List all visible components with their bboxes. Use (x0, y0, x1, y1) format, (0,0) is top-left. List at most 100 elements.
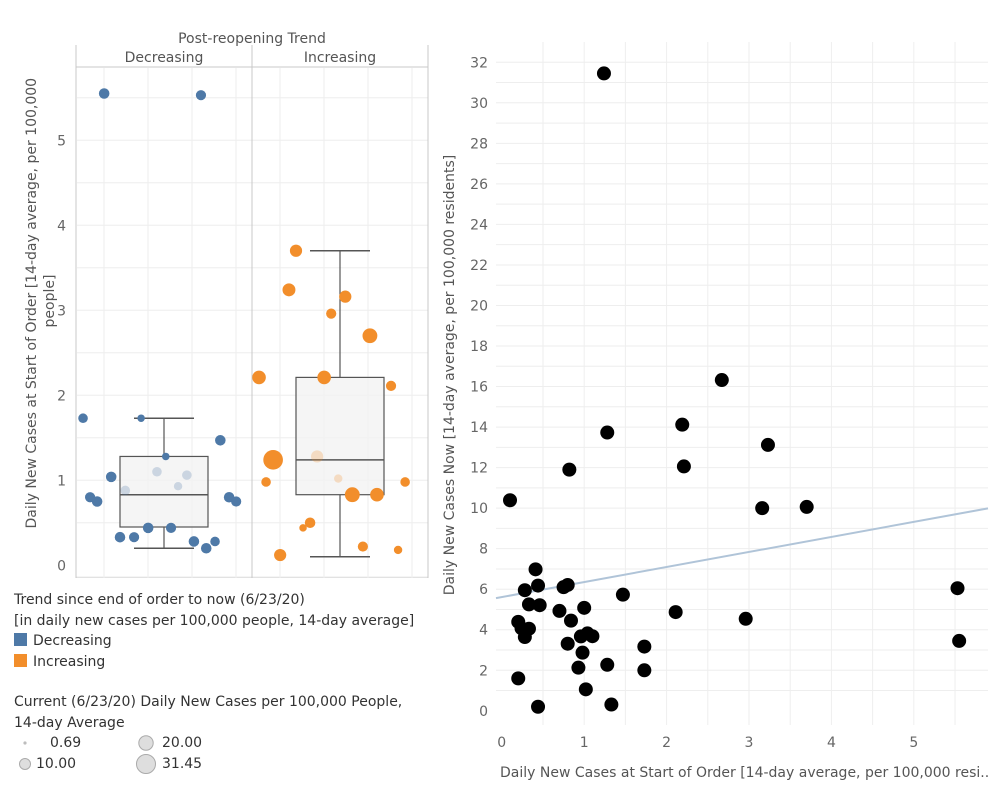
scatter-point (755, 501, 770, 516)
data-point-increasing (344, 487, 360, 503)
scatter-point (503, 493, 518, 508)
right-grid (496, 42, 988, 725)
scatter-point (799, 499, 814, 514)
scatter-point (637, 639, 652, 654)
left-y-label-line1: Daily New Cases at Start of Order [14-da… (24, 78, 40, 529)
data-point-increasing (393, 545, 403, 555)
legend-item-increasing[interactable]: Increasing (14, 654, 105, 670)
scatter-point (552, 603, 567, 618)
increasing-swatch (14, 654, 27, 667)
right-y-tick-label: 12 (470, 461, 488, 477)
size-legend-label-10: 10.00 (36, 756, 77, 772)
right-y-tick-label: 4 (479, 623, 488, 639)
scatter-point (563, 613, 578, 628)
data-point-decreasing (182, 470, 192, 480)
right-y-tick-label: 30 (470, 96, 488, 112)
size-legend-circle-31 (136, 754, 156, 774)
scatter-point (600, 425, 615, 440)
right-y-tick-label: 28 (470, 136, 488, 152)
scatter-point (577, 600, 592, 615)
scatter-point (952, 633, 967, 648)
panel-label-increasing: Increasing (304, 50, 376, 66)
data-point-increasing (304, 517, 316, 529)
right-y-tick-label: 32 (470, 55, 488, 71)
data-point-increasing (357, 541, 368, 552)
size-legend-title-line1: Current (6/23/20) Daily New Cases per 10… (14, 694, 403, 710)
size-legend-label-20: 20.00 (162, 735, 203, 751)
right-y-tick-label: 26 (470, 177, 488, 193)
scatter-point (600, 657, 615, 672)
right-y-tick-label: 14 (470, 420, 488, 436)
right-y-tick-label: 22 (470, 258, 488, 274)
data-point-decreasing (195, 90, 207, 101)
data-point-increasing (334, 474, 343, 483)
left-y-tick-label: 3 (57, 303, 66, 319)
right-y-tick-label: 20 (470, 298, 488, 314)
data-point-increasing (385, 380, 397, 391)
data-point-decreasing (114, 531, 126, 543)
data-point-decreasing (188, 536, 200, 547)
left-y-tick-label: 5 (57, 133, 66, 149)
scatter-point (531, 578, 546, 593)
scatter-point (575, 645, 590, 660)
right-y-axis-label: Daily New Cases Now [14-day average, per… (442, 155, 458, 595)
size-legend-circle-small (23, 741, 27, 745)
data-point-decreasing (78, 413, 88, 423)
right-y-tick-label: 0 (479, 704, 488, 720)
data-point-increasing (311, 450, 324, 463)
data-point-increasing (362, 328, 378, 344)
data-point-decreasing (173, 482, 183, 491)
scatter-point (573, 629, 588, 644)
data-point-decreasing (210, 536, 220, 547)
data-point-decreasing (200, 542, 212, 554)
legend-item-decreasing[interactable]: Decreasing (14, 633, 112, 649)
size-legend-title: Current (6/23/20) Daily New Cases per 10… (14, 692, 402, 734)
scatter-point (637, 663, 652, 678)
scatter-point (738, 611, 753, 626)
scatter-point (950, 581, 965, 596)
data-point-decreasing (105, 471, 117, 483)
scatter-point (675, 417, 690, 432)
left-y-tick-label: 4 (57, 218, 66, 234)
scatter-point (511, 671, 526, 686)
color-legend-title: Trend since end of order to now (6/23/20… (14, 590, 414, 632)
scatter-point (585, 629, 600, 644)
data-point-increasing (289, 244, 303, 257)
data-point-increasing (282, 283, 296, 297)
scatter-point (615, 587, 630, 602)
data-point-decreasing (162, 452, 170, 461)
right-x-tick-label: 4 (827, 735, 836, 751)
right-y-tick-label: 6 (479, 582, 488, 598)
data-point-increasing (299, 524, 307, 532)
data-point-increasing (317, 370, 331, 385)
left-y-axis-label: Daily New Cases at Start of Order [14-da… (24, 73, 58, 528)
left-chart-header: Post-reopening Trend (178, 31, 326, 47)
data-point-increasing (252, 370, 266, 385)
color-legend-title-line2: [in daily new cases per 100,000 people, … (14, 613, 415, 629)
right-points (503, 66, 967, 714)
color-legend-title-line1: Trend since end of order to now (6/23/20… (14, 592, 305, 608)
left-y-tick-label: 1 (57, 473, 66, 489)
decreasing-swatch (14, 633, 27, 646)
size-legend-circle-10 (19, 758, 31, 770)
right-y-tick-label: 16 (470, 380, 488, 396)
right-y-tick-label: 18 (470, 339, 488, 355)
right-x-tick-label: 1 (580, 735, 589, 751)
size-legend-circle-20 (138, 735, 154, 751)
scatter-point (562, 462, 577, 477)
size-legend-label-069: 0.69 (50, 735, 82, 751)
scatter-point (517, 583, 532, 598)
size-legend-title-line2: 14-day Average (14, 715, 125, 731)
data-point-decreasing (98, 88, 110, 99)
right-y-tick-label: 2 (479, 663, 488, 679)
left-y-ticks: 0 1 2 3 4 5 (57, 133, 66, 574)
scatter-point (676, 459, 691, 474)
scatter-point (517, 630, 532, 645)
right-y-tick-label: 8 (479, 542, 488, 558)
data-point-decreasing (215, 435, 226, 446)
box-iqr-decreasing (119, 455, 209, 528)
data-point-decreasing (120, 485, 131, 496)
right-x-tick-label: 0 (497, 735, 506, 751)
